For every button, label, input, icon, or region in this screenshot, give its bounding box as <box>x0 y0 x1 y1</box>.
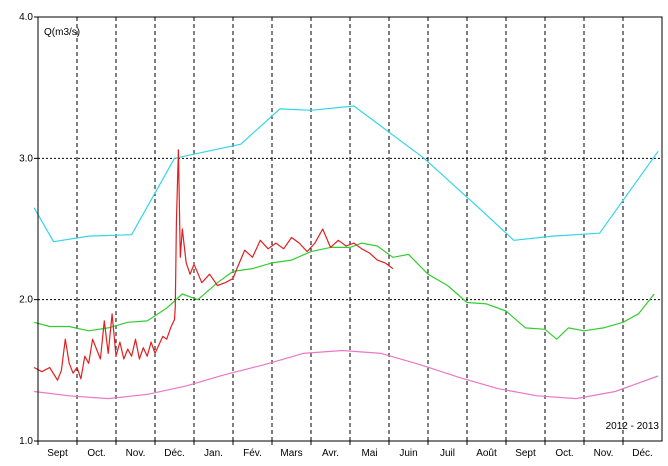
x-tick-label: Mars <box>280 448 302 459</box>
tick-layer: 1.0 2.0 3.0 4.0 Sept Oct. Nov. Déc. Jan. Fév. Mars… <box>19 12 653 459</box>
x-tick-label: Sept <box>47 448 68 459</box>
y-tick-label: 1.0 <box>19 436 33 447</box>
x-tick-label: Juil <box>440 448 455 459</box>
x-tick-label: Oct. <box>87 448 105 459</box>
x-tick-label: Sept <box>515 448 536 459</box>
y-tick-label: 3.0 <box>19 153 33 164</box>
cyan-series-line <box>33 105 659 243</box>
red-series-line <box>33 149 394 381</box>
y-axis-label: Q(m3/s) <box>44 27 80 38</box>
x-tick-label: Jan. <box>204 448 223 459</box>
series-layer <box>33 105 659 400</box>
x-tick-label: Nov. <box>126 448 146 459</box>
x-tick-label: Oct. <box>555 448 573 459</box>
pink-series-line <box>34 349 659 400</box>
x-tick-label: Déc. <box>632 448 653 459</box>
grid-layer <box>38 17 662 441</box>
x-tick-label: Août <box>476 448 497 459</box>
period-label: 2012 - 2013 <box>606 421 660 432</box>
x-tick-label: Avr. <box>322 448 339 459</box>
x-tick-label: Nov. <box>594 448 614 459</box>
x-tick-label: Mai <box>361 448 377 459</box>
y-tick-label: 2.0 <box>19 295 33 306</box>
x-tick-label: Juin <box>399 448 417 459</box>
x-tick-label: Déc. <box>164 448 185 459</box>
y-tick-label: 4.0 <box>19 12 33 23</box>
x-tick-label: Fév. <box>243 448 262 459</box>
